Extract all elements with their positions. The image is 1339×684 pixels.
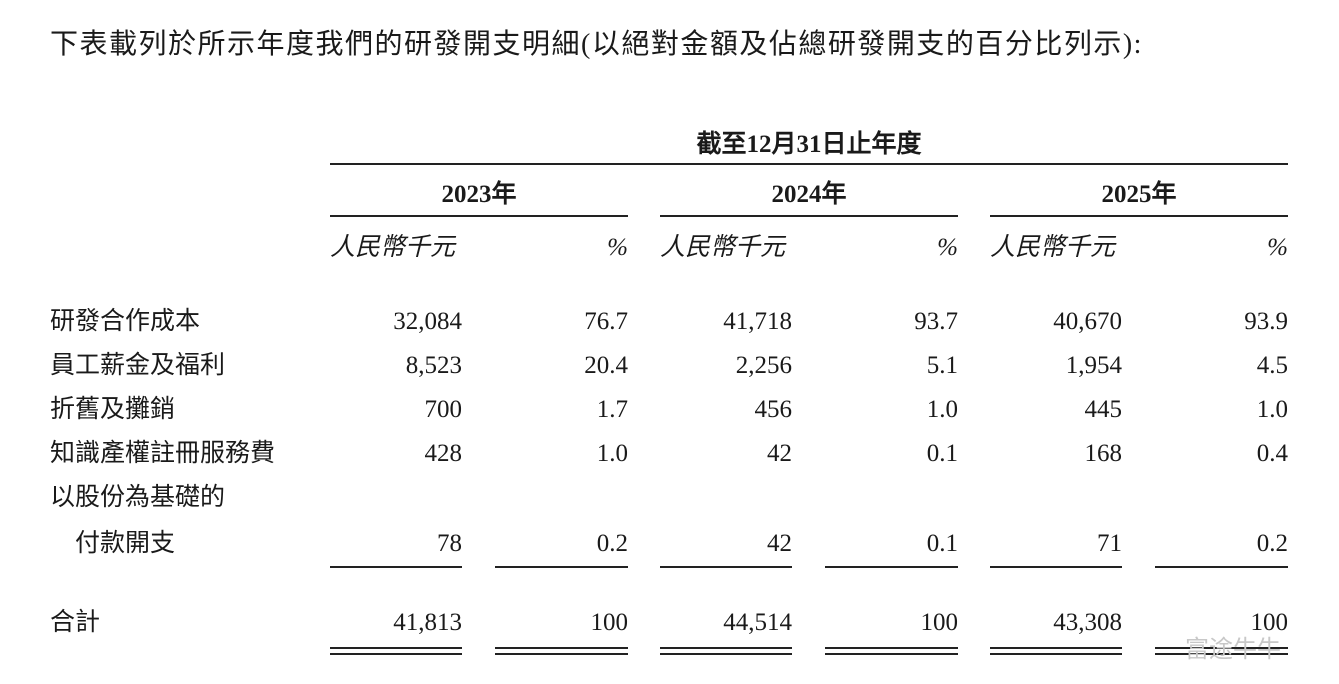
row-label: 折舊及攤銷 <box>50 396 176 423</box>
total-value: 41,813 <box>393 609 462 636</box>
cell-value: 168 <box>1084 440 1123 467</box>
cell-value: 78 <box>437 530 462 557</box>
cell-value: 445 <box>1084 396 1123 423</box>
total-label: 合計 <box>50 609 101 636</box>
total-rule <box>990 647 1122 649</box>
total-rule <box>1155 647 1288 649</box>
cell-value: 0.2 <box>596 530 628 557</box>
unit-header: 人民幣千元 <box>990 234 1116 261</box>
cell-value: 700 <box>424 396 463 423</box>
total-rule <box>495 647 628 649</box>
subtotal-rule <box>1155 566 1288 568</box>
total-value: 100 <box>590 609 629 636</box>
year-header: 2024年 <box>771 181 847 208</box>
subtotal-rule <box>825 566 958 568</box>
cell-value: 2,256 <box>735 352 792 379</box>
cell-value: 1.7 <box>596 396 628 423</box>
total-rule <box>990 653 1122 655</box>
subtotal-rule <box>660 566 792 568</box>
cell-value: 1.0 <box>596 440 628 467</box>
total-rule <box>825 647 958 649</box>
year-header: 2023年 <box>441 181 517 208</box>
row-label: 研發合作成本 <box>50 308 201 335</box>
total-rule <box>825 653 958 655</box>
unit-header: % <box>607 234 628 261</box>
intro-text: 下表載列於所示年度我們的研發開支明細(以絕對金額及佔總研發開支的百分比列示): <box>50 29 1143 60</box>
cell-value: 20.4 <box>584 352 628 379</box>
total-value: 44,514 <box>723 609 792 636</box>
cell-value: 42 <box>767 530 792 557</box>
cell-value: 5.1 <box>926 352 958 379</box>
cell-value: 456 <box>754 396 793 423</box>
cell-value: 8,523 <box>405 352 462 379</box>
year-rule <box>660 215 958 217</box>
row-label: 員工薪金及福利 <box>50 352 226 379</box>
cell-value: 1.0 <box>1256 396 1288 423</box>
subtotal-rule <box>495 566 628 568</box>
watermark: 富途牛牛 <box>1185 637 1281 663</box>
unit-header: % <box>1267 234 1288 261</box>
cell-value: 1.0 <box>926 396 958 423</box>
row-label: 以股份為基礎的 <box>50 484 226 511</box>
total-value: 43,308 <box>1053 609 1122 636</box>
total-rule <box>660 653 792 655</box>
cell-value: 0.1 <box>926 440 958 467</box>
subtotal-rule <box>990 566 1122 568</box>
unit-header: 人民幣千元 <box>330 234 456 261</box>
cell-value: 0.2 <box>1256 530 1288 557</box>
cell-value: 76.7 <box>584 308 628 335</box>
year-header: 2025年 <box>1101 181 1177 208</box>
total-rule <box>495 653 628 655</box>
total-rule <box>330 653 462 655</box>
total-rule <box>1155 653 1288 655</box>
cell-value: 93.7 <box>914 308 958 335</box>
cell-value: 71 <box>1097 530 1122 557</box>
unit-header: 人民幣千元 <box>660 234 786 261</box>
cell-value: 40,670 <box>1053 308 1122 335</box>
total-rule <box>660 647 792 649</box>
cell-value: 93.9 <box>1244 308 1288 335</box>
header-rule <box>330 163 1288 165</box>
cell-value: 42 <box>767 440 792 467</box>
period-header: 截至12月31日止年度 <box>696 131 922 158</box>
cell-value: 1,954 <box>1065 352 1122 379</box>
cell-value: 0.4 <box>1256 440 1288 467</box>
year-rule <box>990 215 1288 217</box>
total-value: 100 <box>1250 609 1289 636</box>
unit-header: % <box>937 234 958 261</box>
cell-value: 4.5 <box>1256 352 1288 379</box>
row-label: 付款開支 <box>75 530 176 557</box>
row-label: 知識產權註冊服務費 <box>50 440 276 467</box>
total-rule <box>330 647 462 649</box>
cell-value: 32,084 <box>393 308 462 335</box>
year-rule <box>330 215 628 217</box>
cell-value: 0.1 <box>926 530 958 557</box>
cell-value: 41,718 <box>723 308 792 335</box>
total-value: 100 <box>920 609 959 636</box>
cell-value: 428 <box>424 440 463 467</box>
subtotal-rule <box>330 566 462 568</box>
